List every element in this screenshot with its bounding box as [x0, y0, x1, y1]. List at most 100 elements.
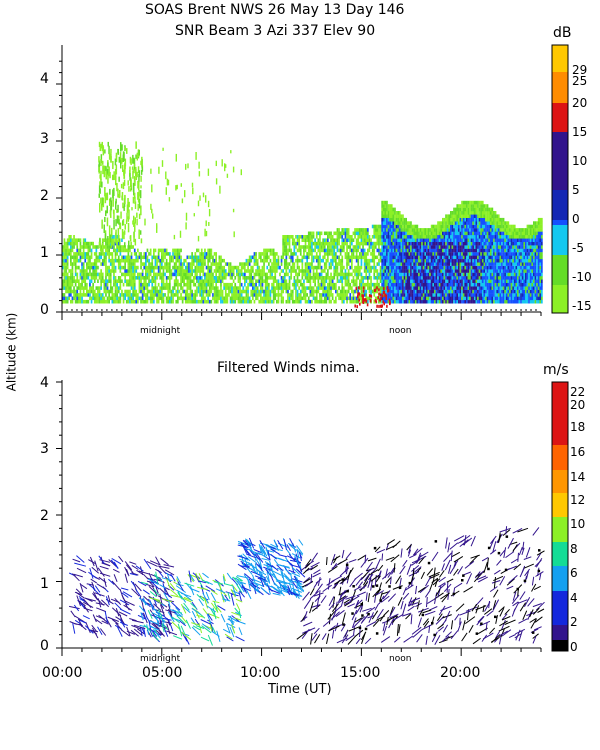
- snr-cell: [283, 245, 286, 249]
- snr-cell: [478, 276, 481, 280]
- snr-cell: [161, 272, 163, 277]
- snr-cell: [229, 276, 232, 280]
- snr-cell: [456, 214, 459, 218]
- snr-cell: [74, 238, 77, 242]
- snr-cell: [117, 296, 120, 301]
- snr-cell: [325, 296, 328, 301]
- snr-cell: [325, 241, 328, 246]
- snr-cell: [400, 217, 403, 222]
- snr-cell: [157, 255, 160, 260]
- snr-cell: [427, 245, 430, 249]
- snr-cell: [451, 279, 454, 283]
- snr-cell: [226, 272, 229, 277]
- snr-cell: [430, 296, 433, 301]
- snr-cell: [274, 276, 277, 280]
- snr-cell: [480, 269, 482, 273]
- snr-cell: [63, 299, 66, 304]
- snr-cell: [400, 221, 403, 225]
- snr-cell: [344, 289, 347, 294]
- snr-cell: [92, 262, 94, 266]
- snr-cell: [295, 289, 297, 294]
- snr-cell: [304, 299, 307, 304]
- snr-cell: [472, 262, 474, 266]
- snr-cell: [443, 279, 446, 283]
- snr-cell: [410, 265, 412, 270]
- snr-cell: [66, 282, 69, 287]
- snr-cell: [293, 269, 296, 273]
- snr-cell: [132, 258, 134, 263]
- snr-cell: [84, 245, 87, 249]
- snr-cell: [299, 296, 302, 301]
- snr-cell: [395, 245, 398, 249]
- snr-cell: [485, 279, 487, 283]
- snr-cell: [108, 258, 110, 263]
- snr-cell: [426, 228, 428, 232]
- snr-cell: [63, 262, 66, 266]
- snr-cell: [480, 262, 482, 266]
- snr-cell: [212, 258, 214, 263]
- snr-cell: [461, 255, 463, 260]
- snr-cell: [311, 299, 313, 304]
- snr-cell: [405, 262, 407, 266]
- snr-cell: [443, 272, 446, 277]
- snr-cell: [480, 255, 482, 260]
- snr-cell: [196, 286, 198, 290]
- snr-cell: [73, 245, 75, 249]
- snr-cell: [130, 255, 133, 260]
- snr-cell: [374, 265, 377, 270]
- snr-cell: [405, 269, 407, 273]
- snr-cell: [124, 272, 126, 277]
- snr-cell: [184, 293, 187, 297]
- snr-cell: [202, 299, 205, 304]
- snr-cell: [79, 276, 82, 280]
- snr-cell: [65, 282, 67, 287]
- snr-cell: [344, 238, 347, 242]
- snr-cell: [451, 269, 454, 273]
- snr-cell: [359, 296, 361, 301]
- snr-cell: [462, 258, 465, 263]
- snr-cell: [323, 245, 326, 249]
- snr-cell: [505, 252, 508, 256]
- snr-cell: [349, 241, 352, 246]
- snr-cell: [502, 252, 505, 256]
- snr-cell: [379, 238, 382, 242]
- snr-cell: [454, 211, 457, 215]
- snr-cell: [485, 204, 487, 208]
- snr-cell: [213, 279, 216, 283]
- snr-cell: [437, 221, 439, 225]
- snr-cell: [408, 293, 411, 297]
- snr-cell: [397, 255, 399, 260]
- snr-cell: [177, 289, 179, 294]
- snr-cell: [382, 279, 385, 283]
- snr-cell: [437, 279, 439, 283]
- snr-cell: [301, 269, 304, 273]
- snr-cell: [454, 299, 457, 304]
- snr-cell: [371, 255, 374, 260]
- snr-cell: [357, 228, 360, 232]
- snr-cell: [220, 299, 222, 304]
- snr-cell: [162, 252, 165, 256]
- snr-cell: [70, 293, 72, 297]
- snr-cell: [200, 252, 203, 256]
- snr-cell: [355, 245, 358, 249]
- snr-cell: [483, 293, 486, 297]
- snr-cell: [132, 279, 134, 283]
- snr-cell: [390, 265, 393, 270]
- snr-cell: [461, 228, 463, 232]
- snr-cell: [65, 262, 67, 266]
- snr-cell: [493, 296, 495, 301]
- snr-cell: [394, 289, 396, 294]
- snr-cell: [494, 296, 497, 301]
- snr-cell: [98, 296, 101, 301]
- snr-cell: [71, 296, 74, 301]
- snr-cell: [266, 276, 269, 280]
- snr-cell: [461, 204, 463, 208]
- snr-cell: [309, 299, 312, 304]
- snr-cell: [81, 262, 83, 266]
- snr-cell: [245, 279, 248, 283]
- snr-cell: [497, 296, 500, 301]
- snr-cell: [386, 279, 388, 283]
- snr-cell: [108, 279, 110, 283]
- snr-cell: [454, 252, 457, 256]
- snr-cell: [236, 272, 238, 277]
